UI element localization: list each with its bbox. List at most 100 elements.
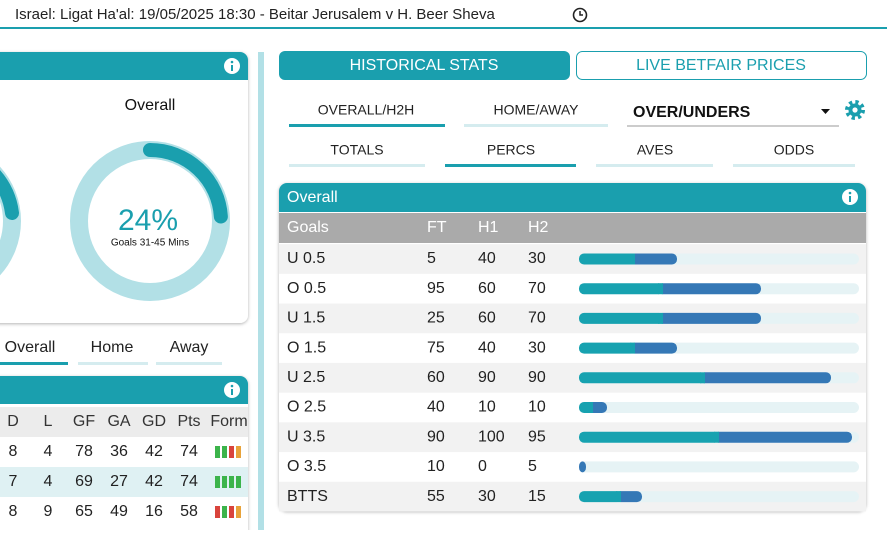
donut-value: 24% [118,204,178,237]
cell: 30 [528,250,546,267]
bar-join [658,312,663,324]
bar-join [700,372,705,384]
bar-h2 [658,312,761,324]
column-header: Pts [177,413,200,430]
cell: 40 [478,250,496,267]
column-header: GD [142,413,166,430]
stats-card [0,52,248,323]
column-header: GF [73,413,95,430]
info-icon[interactable] [224,58,240,74]
market-select[interactable]: OVER/UNDERS [633,104,751,121]
live-prices-button[interactable] [576,51,867,80]
cell: 9 [44,503,53,520]
tab-underline [464,124,608,127]
clock-icon [572,7,588,23]
column-header: FT [427,219,447,236]
scroll-divider [258,52,264,530]
bar-track [579,402,859,413]
bar-join [630,342,635,354]
subtab-underline [596,164,713,167]
bar-h1 [579,312,663,324]
bar-join [630,253,635,265]
bar-h1 [579,253,635,265]
form-icon [229,476,234,488]
row-label: U 3.5 [287,428,325,445]
tab-label[interactable]: OVERALL/H2H [318,102,414,118]
cell: 100 [478,428,505,445]
cell: 10 [478,399,496,416]
tab-label[interactable]: HOME/AWAY [493,102,579,118]
column-header: H2 [528,219,549,236]
form-icon [236,446,241,458]
bar-h1 [579,342,635,354]
tab-label[interactable]: Away [170,339,209,356]
bar-h2 [630,253,677,265]
info-icon[interactable] [842,189,858,205]
form-icon [229,506,234,518]
bar-h2 [579,461,586,473]
bar-join [616,491,621,503]
league-header [0,376,248,404]
cell: 5 [427,250,436,267]
column-header: H1 [478,219,499,236]
cell: 10 [427,458,445,475]
row-stripe [0,467,248,497]
row-label: O 3.5 [287,458,326,475]
cell: 30 [478,488,496,505]
bar-h1 [579,283,663,295]
select-caret[interactable] [821,109,830,114]
table-header [279,183,866,212]
form-icon [215,476,220,488]
form-icon [215,446,220,458]
cell: 75 [427,339,445,356]
subtab-label[interactable]: TOTALS [330,142,383,158]
bar-h2 [630,342,677,354]
donut-caption: Goals 31-45 Mins [111,238,189,249]
table-title: Overall [287,189,338,206]
bar-h2 [616,491,642,503]
cell: 40 [478,339,496,356]
card-header [0,52,248,80]
subtab-label[interactable]: ODDS [774,142,814,158]
match-title: Israel: Ligat Ha'al: 19/05/2025 18:30 - … [15,6,495,23]
cell: 15 [528,488,546,505]
cell: 60 [478,310,496,327]
subtab-underline [289,164,425,167]
cell: 0 [478,458,487,475]
bar-h2 [700,372,831,384]
historical-stats-button[interactable] [279,51,570,80]
bar-track [579,491,859,503]
form-icon [236,476,241,488]
tab-underline-active [289,124,445,127]
tab-label[interactable]: Overall [5,339,56,356]
header-rule [0,27,887,29]
cell: 95 [528,428,546,445]
bar-h1 [579,372,705,384]
info-icon[interactable] [224,382,240,398]
cell: 8 [9,503,18,520]
row-label: O 1.5 [287,339,326,356]
cell: 49 [110,503,128,520]
form-icon [236,506,241,518]
subtab-label[interactable]: AVES [637,142,673,158]
bar-h1 [579,431,719,443]
cell: 55 [427,488,445,505]
form-icon [229,446,234,458]
tab-label[interactable]: Home [91,339,134,356]
cell: 4 [44,473,53,490]
button-label: LIVE BETFAIR PRICES [636,57,806,74]
tab-underline [78,362,148,365]
league-column-header [0,407,248,437]
bar-h2 [658,283,761,295]
cell: 4 [44,443,53,460]
subtab-label[interactable]: PERCS [487,142,535,158]
row-label: U 1.5 [287,310,325,327]
select-underline [627,125,839,127]
cell: 95 [427,280,445,297]
settings-gear[interactable] [845,100,865,120]
row-label: O 0.5 [287,280,326,297]
partial-donut [0,166,21,276]
donut-arc [143,143,228,224]
cell: 90 [528,369,546,386]
